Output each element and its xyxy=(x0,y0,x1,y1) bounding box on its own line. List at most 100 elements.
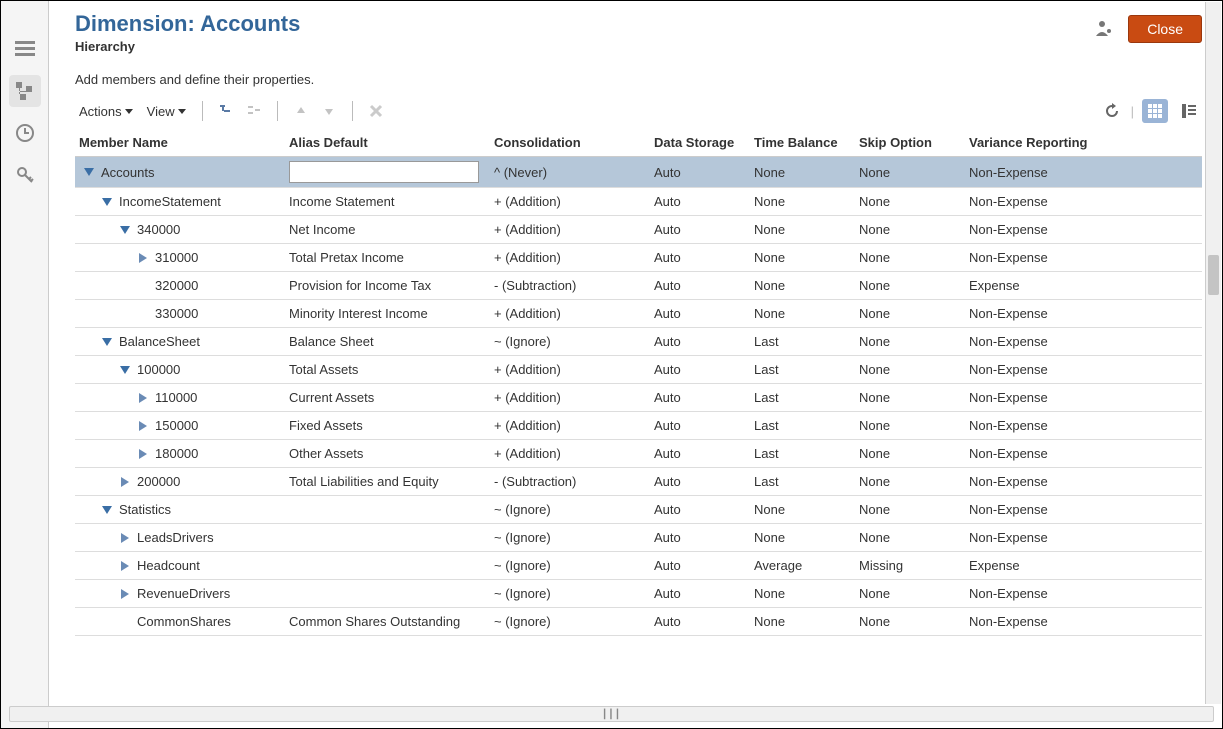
expand-icon[interactable] xyxy=(137,252,149,264)
user-settings-icon[interactable] xyxy=(1094,18,1114,41)
table-row[interactable]: Headcount~ (Ignore)AutoAverageMissingExp… xyxy=(75,552,1202,580)
col-alias-default[interactable]: Alias Default xyxy=(285,129,490,157)
members-table: Member Name Alias Default Consolidation … xyxy=(75,129,1202,636)
time-balance-cell: None xyxy=(750,272,855,300)
consolidation-cell: ~ (Ignore) xyxy=(490,580,650,608)
separator xyxy=(277,101,278,121)
table-row[interactable]: 180000Other Assets+ (Addition)AutoLastNo… xyxy=(75,440,1202,468)
consolidation-cell: + (Addition) xyxy=(490,244,650,272)
left-rail xyxy=(1,1,49,728)
view-menu[interactable]: View xyxy=(143,102,190,121)
rail-key-icon[interactable] xyxy=(9,159,41,191)
vertical-scrollbar[interactable] xyxy=(1205,2,1221,704)
table-row[interactable]: 200000Total Liabilities and Equity- (Sub… xyxy=(75,468,1202,496)
consolidation-cell: + (Addition) xyxy=(490,384,650,412)
storage-cell: Auto xyxy=(650,552,750,580)
collapse-icon[interactable] xyxy=(83,166,95,178)
expand-icon[interactable] xyxy=(119,476,131,488)
scrollbar-grip-icon: ┃┃┃ xyxy=(602,709,621,720)
collapse-icon[interactable] xyxy=(101,196,113,208)
add-child-icon[interactable] xyxy=(215,100,237,122)
table-row[interactable]: 150000Fixed Assets+ (Addition)AutoLastNo… xyxy=(75,412,1202,440)
skip-option-cell: None xyxy=(855,580,965,608)
scrollbar-thumb[interactable] xyxy=(1208,255,1219,295)
rail-list-icon[interactable] xyxy=(9,33,41,65)
table-row[interactable]: BalanceSheetBalance Sheet~ (Ignore)AutoL… xyxy=(75,328,1202,356)
collapse-icon[interactable] xyxy=(101,504,113,516)
table-row[interactable]: 320000Provision for Income Tax- (Subtrac… xyxy=(75,272,1202,300)
collapse-icon[interactable] xyxy=(119,224,131,236)
variance-cell: Non-Expense xyxy=(965,524,1202,552)
alias-label: Total Pretax Income xyxy=(289,250,404,265)
table-row[interactable]: 100000Total Assets+ (Addition)AutoLastNo… xyxy=(75,356,1202,384)
consolidation-cell: ~ (Ignore) xyxy=(490,496,650,524)
main-panel: Dimension: Accounts Hierarchy Close Add … xyxy=(49,1,1222,728)
expand-icon[interactable] xyxy=(137,448,149,460)
member-name-label: Statistics xyxy=(119,502,171,517)
time-balance-cell: Average xyxy=(750,552,855,580)
col-skip-option[interactable]: Skip Option xyxy=(855,129,965,157)
member-name-label: 310000 xyxy=(155,250,198,265)
expand-icon[interactable] xyxy=(137,420,149,432)
variance-cell: Non-Expense xyxy=(965,157,1202,188)
expand-icon[interactable] xyxy=(119,588,131,600)
collapse-icon[interactable] xyxy=(119,364,131,376)
alias-label: Total Liabilities and Equity xyxy=(289,474,439,489)
table-row[interactable]: 330000Minority Interest Income+ (Additio… xyxy=(75,300,1202,328)
add-sibling-icon[interactable] xyxy=(243,100,265,122)
page-title: Dimension: Accounts xyxy=(75,11,300,37)
refresh-icon[interactable] xyxy=(1101,100,1123,122)
collapse-icon[interactable] xyxy=(101,336,113,348)
skip-option-cell: None xyxy=(855,188,965,216)
storage-cell: Auto xyxy=(650,300,750,328)
horizontal-scrollbar[interactable]: ┃┃┃ xyxy=(9,706,1214,722)
skip-option-cell: None xyxy=(855,328,965,356)
skip-option-cell: None xyxy=(855,496,965,524)
storage-cell: Auto xyxy=(650,384,750,412)
skip-option-cell: None xyxy=(855,440,965,468)
member-name-label: LeadsDrivers xyxy=(137,530,214,545)
alias-input[interactable] xyxy=(289,161,479,183)
col-consolidation[interactable]: Consolidation xyxy=(490,129,650,157)
col-member-name[interactable]: Member Name xyxy=(75,129,285,157)
move-up-icon[interactable] xyxy=(290,100,312,122)
table-row[interactable]: RevenueDrivers~ (Ignore)AutoNoneNoneNon-… xyxy=(75,580,1202,608)
table-row[interactable]: LeadsDrivers~ (Ignore)AutoNoneNoneNon-Ex… xyxy=(75,524,1202,552)
actions-menu[interactable]: Actions xyxy=(75,102,137,121)
storage-cell: Auto xyxy=(650,580,750,608)
variance-cell: Non-Expense xyxy=(965,580,1202,608)
delete-icon[interactable] xyxy=(365,100,387,122)
variance-cell: Non-Expense xyxy=(965,412,1202,440)
expand-icon[interactable] xyxy=(119,532,131,544)
table-row[interactable]: 340000Net Income+ (Addition)AutoNoneNone… xyxy=(75,216,1202,244)
table-row[interactable]: 310000 Total Pretax Income + (Addition)Aut… xyxy=(75,244,1202,272)
storage-cell: Auto xyxy=(650,272,750,300)
expand-icon[interactable] xyxy=(119,560,131,572)
separator xyxy=(202,101,203,121)
rail-clock-icon[interactable] xyxy=(9,117,41,149)
col-variance-reporting[interactable]: Variance Reporting xyxy=(965,129,1202,157)
table-row[interactable]: Accounts^ (Never)AutoNoneNoneNon-Expense xyxy=(75,157,1202,188)
move-down-icon[interactable] xyxy=(318,100,340,122)
col-time-balance[interactable]: Time Balance xyxy=(750,129,855,157)
table-row[interactable]: CommonSharesCommon Shares Outstanding~ (… xyxy=(75,608,1202,636)
expand-icon[interactable] xyxy=(137,392,149,404)
leaf-spacer xyxy=(137,280,149,292)
alias-label: Income Statement xyxy=(289,194,395,209)
actions-menu-label: Actions xyxy=(79,104,122,119)
storage-cell: Auto xyxy=(650,244,750,272)
col-data-storage[interactable]: Data Storage xyxy=(650,129,750,157)
table-row[interactable]: Statistics~ (Ignore)AutoNoneNoneNon-Expe… xyxy=(75,496,1202,524)
close-button[interactable]: Close xyxy=(1128,15,1202,43)
storage-cell: Auto xyxy=(650,356,750,384)
table-row[interactable]: IncomeStatementIncome Statement+ (Additi… xyxy=(75,188,1202,216)
detail-view-toggle[interactable] xyxy=(1176,99,1202,123)
separator: | xyxy=(1131,104,1134,119)
rail-hierarchy-icon[interactable] xyxy=(9,75,41,107)
grid-view-toggle[interactable] xyxy=(1142,99,1168,123)
variance-cell: Non-Expense xyxy=(965,328,1202,356)
table-row[interactable]: 110000Current Assets+ (Addition)AutoLast… xyxy=(75,384,1202,412)
variance-cell: Non-Expense xyxy=(965,496,1202,524)
variance-cell: Non-Expense xyxy=(965,440,1202,468)
consolidation-cell: + (Addition) xyxy=(490,216,650,244)
